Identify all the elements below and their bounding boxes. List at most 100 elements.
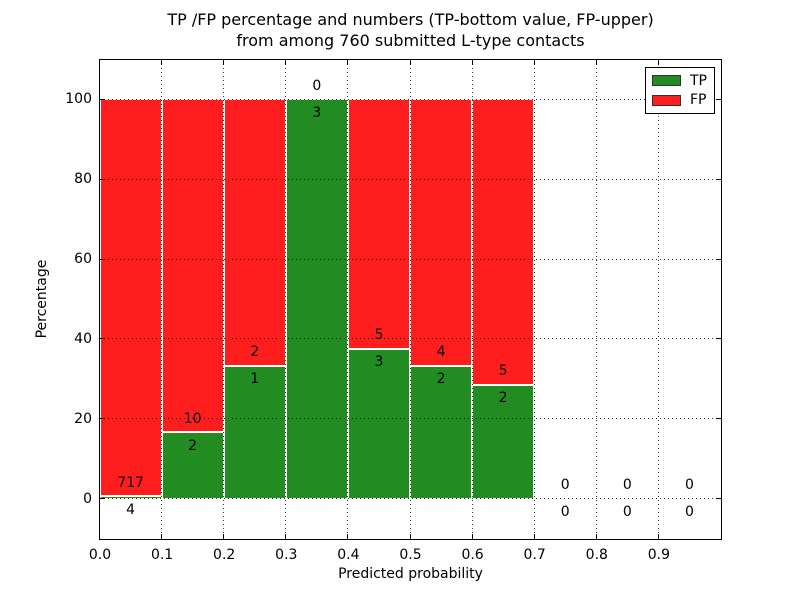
tp-bar-segment — [410, 365, 473, 499]
v-gridline — [347, 59, 349, 539]
x-tick-top — [657, 59, 659, 65]
x-tick-label: 0.4 — [337, 547, 360, 563]
tp-count-label: 2 — [436, 371, 446, 388]
fp-bar-segment — [161, 99, 224, 433]
legend-label-tp: TP — [690, 72, 707, 89]
y-tick-label: 100 — [65, 91, 92, 108]
x-tick-top — [99, 59, 100, 65]
fp-count-label: 5 — [374, 327, 384, 344]
x-tick-top — [223, 59, 225, 65]
y-tick-right — [715, 498, 721, 500]
v-gridline — [533, 59, 535, 539]
x-tick-bottom — [347, 533, 349, 539]
tp-count-label: 2 — [498, 390, 508, 407]
fp-bar-segment — [410, 99, 473, 366]
y-tick-right — [715, 98, 721, 100]
tp-count-label: 0 — [684, 504, 694, 521]
tp-count-label: 2 — [188, 437, 198, 454]
x-tick-bottom — [657, 533, 659, 539]
x-tick-label: 0.9 — [647, 547, 671, 563]
y-tick-left — [99, 498, 105, 500]
tp-bar-segment — [99, 496, 162, 499]
tp-count-label: 0 — [622, 504, 632, 521]
legend: TP FP — [645, 67, 715, 114]
fp-bar-segment — [472, 99, 535, 385]
y-tick-left — [99, 338, 105, 340]
y-tick-right — [715, 338, 721, 340]
x-tick-bottom — [223, 533, 225, 539]
x-tick-top — [347, 59, 349, 65]
fp-count-label: 0 — [622, 477, 632, 494]
y-tick-right — [715, 418, 721, 420]
v-gridline — [657, 59, 659, 539]
fp-count-label: 4 — [436, 344, 446, 361]
y-tick-left — [99, 178, 105, 180]
x-tick-label: 0.8 — [585, 547, 608, 563]
chart-title-line2: from among 760 submitted L-type contacts — [236, 31, 585, 50]
x-tick-top — [595, 59, 597, 65]
tp-bar-segment — [285, 99, 348, 499]
tp-count-label: 3 — [374, 354, 384, 371]
tp-bar-segment — [161, 432, 224, 499]
tp-count-label: 3 — [312, 104, 322, 121]
tp-count-label: 0 — [560, 504, 570, 521]
x-tick-label: 0.1 — [150, 547, 174, 563]
x-tick-bottom — [409, 533, 411, 539]
y-tick-left — [99, 98, 105, 100]
v-gridline — [595, 59, 597, 539]
x-tick-bottom — [595, 533, 597, 539]
x-axis-label: Predicted probability — [338, 566, 483, 582]
y-tick-right — [715, 178, 721, 180]
x-tick-bottom — [161, 533, 163, 539]
x-tick-top — [471, 59, 473, 65]
fp-swatch-icon — [652, 94, 681, 106]
x-tick-bottom — [471, 533, 473, 539]
legend-entry-tp: TP — [652, 73, 708, 89]
y-tick-label: 60 — [74, 251, 92, 268]
y-tick-label: 80 — [74, 171, 92, 188]
plot-area: 717 4 10 2 2 1 0 3 5 3 4 2 5 2 0 0 0 0 0 0 — [98, 58, 722, 540]
x-tick-top — [285, 59, 287, 65]
y-tick-label: 40 — [74, 330, 92, 347]
v-gridline — [409, 59, 411, 539]
fp-bar-segment — [223, 99, 286, 366]
x-tick-label: 0.5 — [399, 547, 422, 563]
tp-swatch-icon — [652, 75, 681, 87]
chart-title: TP /FP percentage and numbers (TP-bottom… — [100, 9, 721, 51]
x-tick-top — [409, 59, 411, 65]
fp-count-label: 717 — [117, 474, 144, 491]
fp-count-label: 5 — [498, 363, 508, 380]
legend-label-fp: FP — [690, 92, 707, 109]
y-tick-right — [715, 258, 721, 260]
fp-count-label: 0 — [312, 77, 322, 94]
legend-entry-fp: FP — [652, 92, 708, 108]
v-gridline — [285, 59, 287, 539]
x-tick-label: 0.2 — [213, 547, 236, 563]
tp-count-label: 4 — [126, 501, 136, 518]
v-gridline — [223, 59, 225, 539]
x-tick-bottom — [533, 533, 535, 539]
fp-bar-segment — [99, 99, 162, 497]
tp-bar-segment — [223, 365, 286, 499]
fp-count-label: 0 — [560, 477, 570, 494]
x-tick-bottom — [99, 533, 100, 539]
x-tick-label: 0.6 — [461, 547, 484, 563]
y-tick-label: 20 — [74, 410, 92, 427]
x-tick-label: 0.3 — [275, 547, 298, 563]
tp-count-label: 1 — [250, 371, 260, 388]
v-gridline — [161, 59, 163, 539]
fp-count-label: 2 — [250, 344, 260, 361]
x-tick-top — [161, 59, 163, 65]
fp-bar-segment — [347, 99, 410, 349]
tp-bar-segment — [472, 384, 535, 499]
x-tick-top — [533, 59, 535, 65]
x-tick-label: 0.7 — [523, 547, 546, 563]
y-tick-left — [99, 258, 105, 260]
y-tick-left — [99, 418, 105, 420]
x-tick-label: 0.0 — [88, 547, 112, 563]
x-tick-bottom — [285, 533, 287, 539]
y-tick-label: 0 — [83, 490, 92, 507]
v-gridline — [471, 59, 473, 539]
fp-count-label: 0 — [684, 477, 694, 494]
